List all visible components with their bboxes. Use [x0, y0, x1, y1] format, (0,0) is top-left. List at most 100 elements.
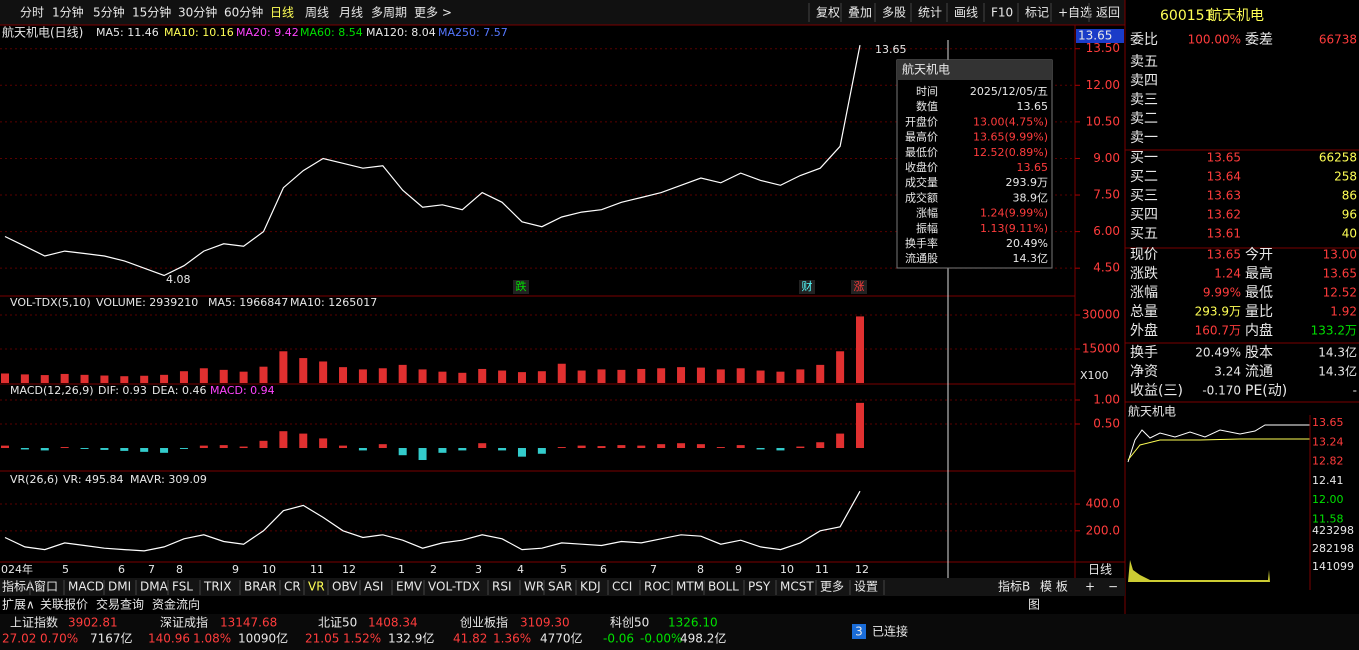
extension-tab[interactable]: 交易查询: [96, 597, 144, 612]
vr-line: [4, 490, 861, 552]
stat-value: 160.7万: [1195, 324, 1241, 338]
period-button[interactable]: 分时: [20, 6, 44, 20]
indicator-tab[interactable]: CR: [284, 580, 301, 594]
indicator-tab[interactable]: FSL: [172, 580, 193, 594]
toolbar-button[interactable]: 标记: [1025, 6, 1049, 20]
indicator-tab[interactable]: WR: [524, 580, 544, 594]
volume-bar: [319, 361, 328, 383]
macd-bar: [140, 448, 149, 452]
indicator-tab[interactable]: BRAR: [244, 580, 277, 594]
stat-key: 流通: [1245, 364, 1273, 380]
volume-bar: [557, 363, 566, 383]
stat-value: 13.00: [1323, 248, 1357, 262]
volume-bar: [438, 371, 447, 383]
indicator-option[interactable]: +: [1085, 580, 1095, 594]
indicator-tab[interactable]: DMI: [108, 580, 131, 594]
extension-tab[interactable]: 关联报价: [40, 597, 88, 612]
volume-bar: [160, 374, 169, 383]
stat-value: 12.52: [1323, 286, 1357, 300]
indicator-tab[interactable]: EMV: [396, 580, 423, 594]
connection-count: 3: [855, 625, 863, 639]
bid-price: 13.64: [1207, 170, 1241, 184]
indicator-option[interactable]: −: [1108, 580, 1118, 594]
indicator-tab[interactable]: DMA: [140, 580, 169, 594]
y-tick-label: 9.00: [1093, 151, 1120, 165]
indicator-tab[interactable]: VOL-TDX: [428, 580, 480, 594]
extension-tab[interactable]: 扩展∧: [2, 598, 35, 612]
indicator-tab[interactable]: CCI: [612, 580, 632, 594]
indicator-tab[interactable]: SAR: [548, 580, 572, 594]
indicator-tab[interactable]: MACD: [68, 580, 104, 594]
chart-title: 航天机电(日线): [2, 25, 83, 40]
x-tick-label: 12: [342, 563, 356, 576]
indicator-tab[interactable]: ROC: [644, 580, 670, 594]
toolbar-button[interactable]: 多股: [882, 6, 906, 20]
toolbar-button[interactable]: 统计: [918, 6, 942, 20]
index-name: 创业板指: [460, 615, 508, 630]
tooltip-value: 13.65(9.99%): [973, 131, 1048, 144]
indicator-tab[interactable]: 设置: [854, 580, 878, 594]
indicator-option[interactable]: 指标B: [998, 579, 1030, 594]
indicator-tab[interactable]: TRIX: [203, 580, 231, 594]
toolbar-button[interactable]: 返回: [1096, 6, 1120, 20]
period-button[interactable]: 日线: [270, 6, 294, 20]
indicator-tab[interactable]: RSI: [492, 580, 512, 594]
y-tick-label: 15000: [1082, 342, 1120, 356]
high-annotation: 13.65: [875, 43, 907, 56]
period-button[interactable]: 1分钟: [52, 5, 84, 20]
period-button[interactable]: 周线: [305, 6, 329, 20]
indicator-tab[interactable]: ASI: [364, 580, 383, 594]
indicator-tab[interactable]: OBV: [332, 580, 358, 594]
index-amount: 498.2亿: [680, 631, 726, 646]
volume-bar: [537, 371, 546, 383]
indicator-value: DIF: 0.93: [98, 384, 147, 397]
extension-tab[interactable]: 资金流向: [152, 597, 200, 612]
indicator-tab[interactable]: VR: [308, 580, 325, 594]
toolbar-button[interactable]: 画线: [954, 6, 978, 20]
frames: [0, 0, 1359, 615]
macd-bar: [438, 448, 447, 453]
period-button[interactable]: 15分钟: [132, 5, 171, 20]
x-tick-label: 8: [697, 563, 704, 576]
stat-value: 14.3亿: [1318, 345, 1357, 360]
stat-value: 293.9万: [1195, 305, 1241, 319]
indicator-tab[interactable]: 更多: [820, 580, 844, 594]
period-button[interactable]: 5分钟: [93, 5, 125, 20]
stat-key: 最高: [1245, 265, 1273, 282]
ma-value: MA20: 9.42: [236, 26, 299, 39]
macd-bar: [398, 448, 407, 456]
indicator-tab[interactable]: MCST: [780, 580, 814, 594]
event-marker: 涨: [854, 280, 865, 293]
period-button[interactable]: 多周期: [371, 6, 407, 20]
connection-icon: [852, 624, 866, 639]
volume-bar: [239, 371, 248, 383]
toolbar-button[interactable]: 叠加: [848, 6, 872, 20]
period-button[interactable]: 30分钟: [178, 5, 217, 20]
indicator-tab[interactable]: 指标A: [2, 579, 35, 594]
indicator-tab[interactable]: KDJ: [580, 580, 601, 594]
extension-option[interactable]: 图: [1028, 598, 1040, 612]
macd-bar: [816, 442, 825, 449]
stat-key: 现价: [1130, 247, 1158, 263]
x-tick-label: 6: [118, 563, 125, 576]
indicator-tab[interactable]: PSY: [748, 580, 771, 594]
macd-bar: [378, 444, 387, 449]
period-button[interactable]: 更多 >: [414, 6, 452, 20]
tooltip-value: 38.9亿: [1013, 191, 1049, 204]
volume-bar: [339, 367, 348, 383]
indicator-tab[interactable]: BOLL: [708, 580, 739, 594]
macd-bar: [677, 443, 686, 449]
period-button[interactable]: 60分钟: [224, 5, 263, 20]
indicator-title: VR(26,6): [10, 473, 58, 486]
period-button[interactable]: 月线: [339, 6, 363, 20]
toolbar-button[interactable]: F10: [991, 6, 1013, 20]
volume-bar: [458, 372, 467, 383]
tooltip-key: 收盘价: [905, 160, 938, 174]
indicator-tab[interactable]: 窗口: [34, 580, 58, 594]
indicator-option[interactable]: 模 板: [1040, 580, 1068, 594]
mini-volume: [1128, 560, 1270, 582]
toolbar-button[interactable]: +自选: [1058, 6, 1092, 20]
indicator-tab[interactable]: MTM: [676, 580, 704, 594]
event-box: [513, 280, 529, 294]
toolbar-button[interactable]: 复权: [816, 6, 840, 20]
